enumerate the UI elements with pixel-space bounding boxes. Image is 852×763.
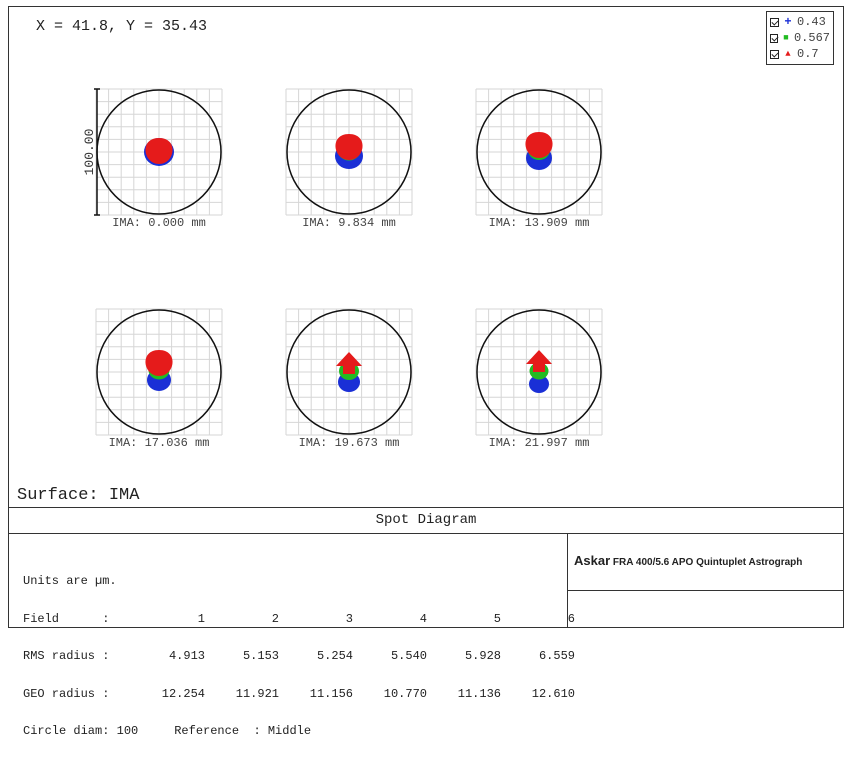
field-label: IMA: 13.909 mm bbox=[489, 216, 590, 230]
legend-checkbox-icon[interactable] bbox=[770, 33, 778, 43]
cursor-coordinate-readout: X = 41.8, Y = 35.43 bbox=[36, 18, 208, 35]
reference-circle bbox=[96, 309, 222, 435]
lens-name: FRA 400/5.6 APO Quintuplet Astrograph bbox=[612, 557, 803, 568]
reference-circle bbox=[476, 309, 602, 435]
field-label: IMA: 19.673 mm bbox=[299, 436, 400, 450]
geo-value: 11.136 bbox=[457, 686, 501, 701]
rms-value: 6.559 bbox=[538, 649, 575, 663]
spot-red bbox=[335, 134, 363, 160]
field-label: IMA: 17.036 mm bbox=[109, 436, 210, 450]
spot-red bbox=[145, 350, 173, 376]
spot-red bbox=[525, 132, 553, 158]
field-label: IMA: 21.997 mm bbox=[489, 436, 590, 450]
geo-value: 11.156 bbox=[309, 686, 353, 701]
field-value: 6 bbox=[567, 611, 575, 626]
reference-circle bbox=[476, 89, 602, 215]
field-value: 5 bbox=[493, 611, 501, 626]
lens-brand-label: Askar FRA 400/5.6 APO Quintuplet Astrogr… bbox=[574, 553, 802, 568]
field-label: IMA: 0.000 mm bbox=[112, 216, 206, 230]
lens-info-divider bbox=[568, 590, 844, 591]
geo-value: 12.610 bbox=[531, 686, 575, 701]
spot-statistics: Units are µm. Field : 1 2 3 4 5 6 RMS ra… bbox=[23, 550, 575, 763]
geo-value: 11.921 bbox=[235, 686, 279, 701]
geo-value: 12.254 bbox=[161, 686, 205, 701]
spot-red bbox=[336, 352, 362, 374]
field-value: 3 bbox=[345, 611, 353, 626]
field-label: IMA: 9.834 mm bbox=[302, 216, 396, 230]
legend-label: 0.43 bbox=[797, 15, 826, 29]
legend-label: 0.7 bbox=[797, 47, 819, 61]
legend-item-1[interactable]: ■ 0.567 bbox=[770, 30, 830, 46]
rms-value: 5.540 bbox=[390, 649, 427, 663]
legend-item-2[interactable]: ▲ 0.7 bbox=[770, 46, 830, 62]
rms-row: RMS radius : 4.913 5.153 5.254 5.540 5.9… bbox=[23, 650, 575, 663]
surface-label: Surface: IMA bbox=[17, 486, 140, 505]
legend-item-0[interactable]: + 0.43 bbox=[770, 14, 830, 30]
legend-marker-cross-icon: + bbox=[784, 15, 792, 29]
legend-label: 0.567 bbox=[793, 31, 830, 45]
field-row-label: Field : bbox=[23, 611, 110, 626]
reference-circle bbox=[286, 309, 412, 435]
info-panel: Spot Diagram Units are µm. Field : 1 2 3… bbox=[9, 507, 844, 737]
legend-checkbox-icon[interactable] bbox=[770, 49, 779, 59]
field-value: 1 bbox=[197, 611, 205, 626]
field-value: 2 bbox=[271, 611, 279, 626]
geo-value: 10.770 bbox=[383, 686, 427, 701]
spot-red bbox=[145, 138, 173, 164]
brand-logo: Askar bbox=[574, 553, 611, 568]
lens-info-box: Askar FRA 400/5.6 APO Quintuplet Astrogr… bbox=[567, 533, 844, 628]
circle-diameter-line: Circle diam: 100 Reference : Middle bbox=[23, 724, 312, 738]
spot-red bbox=[526, 350, 552, 372]
geo-row: GEO radius : 12.254 11.921 11.156 10.770… bbox=[23, 686, 575, 701]
rms-value: 5.153 bbox=[242, 649, 279, 663]
legend-checkbox-icon[interactable] bbox=[770, 17, 779, 27]
field-value: 4 bbox=[419, 611, 427, 626]
rms-value: 5.928 bbox=[464, 649, 501, 663]
plot-frame bbox=[8, 6, 844, 628]
field-row: Field : 1 2 3 4 5 6 bbox=[23, 611, 575, 626]
spot-diagram-plot: IMA: 0.000 mm IMA: 9.834 mm IMA: 13.909 mm… bbox=[82, 88, 603, 450]
rms-value: 4.913 bbox=[168, 649, 205, 663]
geo-row-label: GEO radius : bbox=[23, 686, 110, 701]
legend-marker-triangle-icon: ▲ bbox=[785, 49, 791, 59]
scale-bar-label: 100.00 bbox=[82, 129, 97, 176]
spot-blue bbox=[529, 375, 549, 393]
rms-value: 5.254 bbox=[316, 649, 353, 663]
diagram-title: Spot Diagram bbox=[9, 508, 843, 534]
wavelength-legend: + 0.43 ■ 0.567 ▲ 0.7 bbox=[766, 11, 834, 65]
rms-row-label: RMS radius : bbox=[23, 649, 110, 663]
units-line: Units are µm. bbox=[23, 574, 117, 588]
reference-circle bbox=[286, 89, 412, 215]
legend-marker-square-icon: ■ bbox=[783, 33, 789, 43]
